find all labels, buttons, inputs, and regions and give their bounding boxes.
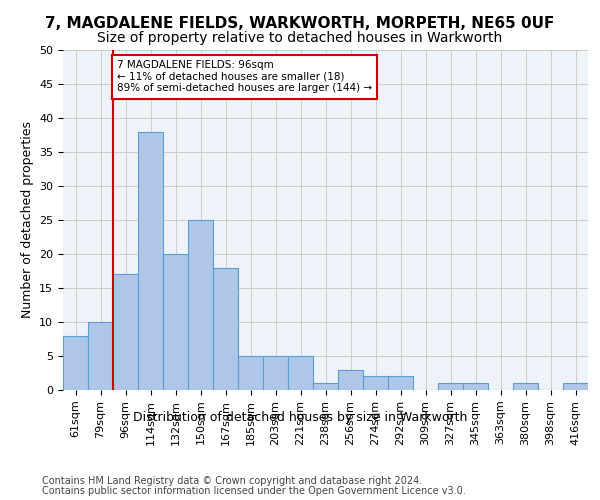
Text: Size of property relative to detached houses in Warkworth: Size of property relative to detached ho… — [97, 31, 503, 45]
Bar — [263, 356, 288, 390]
Bar — [113, 274, 138, 390]
Bar — [438, 383, 463, 390]
Text: Distribution of detached houses by size in Warkworth: Distribution of detached houses by size … — [133, 411, 467, 424]
Bar — [513, 383, 538, 390]
Bar — [163, 254, 188, 390]
Bar — [88, 322, 113, 390]
Bar — [238, 356, 263, 390]
Bar — [138, 132, 163, 390]
Bar — [363, 376, 388, 390]
Bar — [288, 356, 313, 390]
Bar — [388, 376, 413, 390]
Bar — [563, 383, 588, 390]
Y-axis label: Number of detached properties: Number of detached properties — [20, 122, 34, 318]
Bar — [338, 370, 363, 390]
Text: Contains HM Land Registry data © Crown copyright and database right 2024.: Contains HM Land Registry data © Crown c… — [42, 476, 422, 486]
Text: Contains public sector information licensed under the Open Government Licence v3: Contains public sector information licen… — [42, 486, 466, 496]
Bar — [63, 336, 88, 390]
Bar — [188, 220, 213, 390]
Text: 7 MAGDALENE FIELDS: 96sqm
← 11% of detached houses are smaller (18)
89% of semi-: 7 MAGDALENE FIELDS: 96sqm ← 11% of detac… — [117, 60, 372, 94]
Bar — [463, 383, 488, 390]
Bar — [313, 383, 338, 390]
Bar — [213, 268, 238, 390]
Text: 7, MAGDALENE FIELDS, WARKWORTH, MORPETH, NE65 0UF: 7, MAGDALENE FIELDS, WARKWORTH, MORPETH,… — [46, 16, 554, 31]
